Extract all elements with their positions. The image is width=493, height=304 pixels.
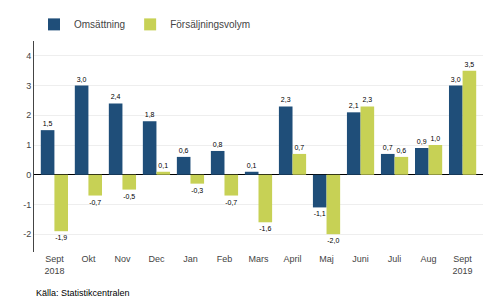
svg-text:3: 3 [26,81,31,91]
svg-text:Aug: Aug [421,254,437,264]
svg-text:April: April [284,254,302,264]
svg-text:-1,6: -1,6 [259,225,271,232]
svg-text:Sept2018: Sept2018 [44,254,64,276]
svg-text:2,3: 2,3 [281,96,291,103]
svg-text:1: 1 [26,140,31,150]
svg-text:2,1: 2,1 [349,102,359,109]
svg-text:-1,9: -1,9 [55,234,67,241]
svg-text:Försäljningsvolym: Försäljningsvolym [170,19,250,30]
svg-text:-0,5: -0,5 [123,193,135,200]
svg-text:0,8: 0,8 [213,141,223,148]
svg-text:Jan: Jan [183,254,198,264]
svg-text:2: 2 [26,110,31,120]
svg-text:3,0: 3,0 [451,76,461,83]
svg-text:-1: -1 [23,200,31,210]
svg-text:0,9: 0,9 [417,138,427,145]
svg-text:0,7: 0,7 [383,144,393,151]
svg-text:2,3: 2,3 [362,96,372,103]
svg-text:3,0: 3,0 [77,76,87,83]
svg-text:-1,1: -1,1 [314,210,326,217]
svg-text:-0,7: -0,7 [225,199,237,206]
svg-text:3,5: 3,5 [464,61,474,68]
svg-text:Sept2019: Sept2019 [453,254,473,276]
svg-text:Feb: Feb [217,254,233,264]
svg-text:-2: -2 [23,229,31,239]
svg-text:0,6: 0,6 [179,147,189,154]
svg-text:Omsättning: Omsättning [74,19,125,30]
svg-text:4: 4 [26,51,31,61]
svg-text:1,8: 1,8 [145,111,155,118]
svg-text:Källa: Statistikcentralen: Källa: Statistikcentralen [36,288,130,298]
svg-text:-0,3: -0,3 [191,187,203,194]
svg-text:Dec: Dec [148,254,165,264]
svg-text:-0,7: -0,7 [89,199,101,206]
svg-text:2,4: 2,4 [111,93,121,100]
svg-text:Juni: Juni [352,254,369,264]
svg-text:Maj: Maj [319,254,334,264]
svg-text:Juli: Juli [388,254,402,264]
svg-text:0: 0 [26,170,31,180]
svg-text:-2,0: -2,0 [327,237,339,244]
svg-text:0,6: 0,6 [396,147,406,154]
svg-text:1,5: 1,5 [43,120,53,127]
svg-text:Okt: Okt [81,254,96,264]
svg-text:Nov: Nov [114,254,131,264]
svg-text:0,1: 0,1 [158,162,168,169]
svg-text:0,7: 0,7 [294,144,304,151]
svg-text:1,0: 1,0 [430,135,440,142]
svg-text:Mars: Mars [249,254,269,264]
svg-text:0,1: 0,1 [247,162,257,169]
